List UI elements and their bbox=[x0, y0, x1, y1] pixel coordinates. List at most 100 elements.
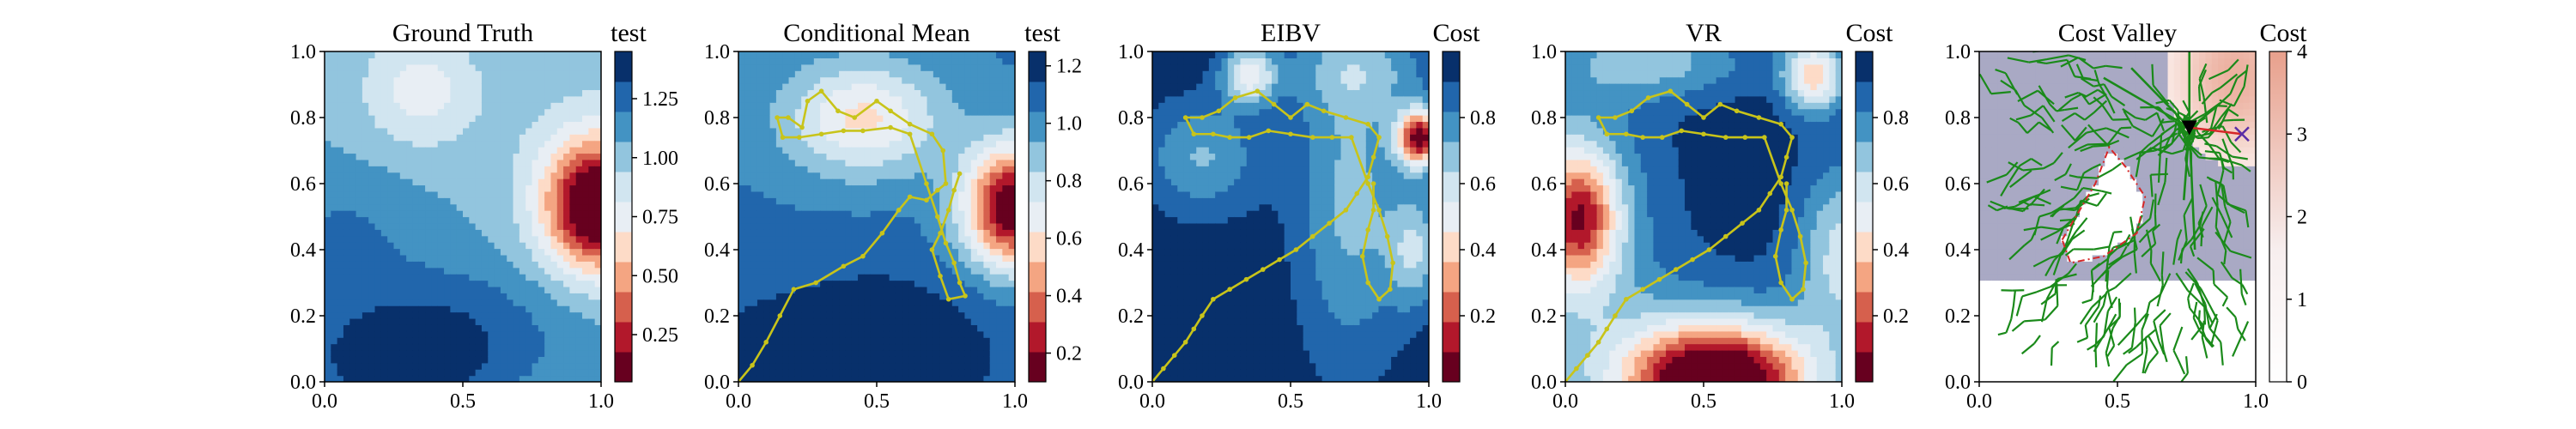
heatmap-cell bbox=[864, 324, 872, 332]
y-tick-label: 0.0 bbox=[290, 372, 316, 394]
heatmap-cell bbox=[845, 330, 853, 338]
heatmap-cell bbox=[794, 76, 802, 84]
heatmap-cell bbox=[368, 121, 376, 129]
heatmap-cell bbox=[813, 70, 821, 78]
heatmap-cell bbox=[775, 140, 783, 148]
heatmap-cell bbox=[914, 343, 921, 351]
heatmap-cell bbox=[951, 178, 959, 186]
heatmap-cell bbox=[845, 76, 853, 84]
heatmap-cell bbox=[513, 267, 520, 275]
heatmap-cell bbox=[983, 248, 991, 256]
heatmap-cell bbox=[355, 369, 363, 377]
heatmap-cell bbox=[883, 229, 890, 237]
heatmap-cell bbox=[877, 95, 884, 103]
heatmap-cell bbox=[951, 190, 959, 198]
heatmap-cell bbox=[513, 95, 520, 103]
heatmap-cell bbox=[475, 311, 483, 319]
path-point bbox=[841, 263, 847, 269]
heatmap-cell bbox=[832, 216, 840, 224]
heatmap-cell bbox=[977, 172, 985, 179]
heatmap-cell bbox=[858, 356, 865, 364]
heatmap-cell bbox=[519, 254, 526, 262]
heatmap-cell bbox=[437, 147, 445, 154]
heatmap-cell bbox=[588, 153, 596, 160]
heatmap-cell bbox=[1002, 280, 1010, 287]
heatmap-cell bbox=[964, 166, 972, 173]
heatmap-cell bbox=[927, 51, 934, 59]
heatmap-cell bbox=[374, 324, 382, 332]
heatmap-cell bbox=[920, 153, 928, 160]
heatmap-cell bbox=[794, 190, 802, 198]
heatmap-cell bbox=[582, 293, 589, 300]
heatmap-cell bbox=[1008, 76, 1015, 84]
heatmap-cell bbox=[813, 324, 821, 332]
heatmap-cell bbox=[406, 280, 414, 287]
heatmap-cell bbox=[902, 210, 909, 218]
heatmap-cell bbox=[532, 261, 539, 269]
heatmap-cell bbox=[794, 140, 802, 148]
heatmap-cell bbox=[927, 286, 934, 293]
heatmap-cell bbox=[526, 235, 533, 243]
heatmap-cell bbox=[826, 83, 834, 91]
heatmap-cell bbox=[387, 134, 395, 142]
heatmap-cell bbox=[738, 343, 745, 351]
heatmap-cell bbox=[1152, 159, 1159, 166]
heatmap-cell bbox=[744, 317, 752, 325]
heatmap-cell bbox=[970, 286, 978, 293]
heatmap-cell bbox=[813, 216, 821, 224]
heatmap-cell bbox=[475, 102, 483, 110]
heatmap-cell bbox=[750, 178, 758, 186]
heatmap-cell bbox=[877, 115, 884, 123]
heatmap-cell bbox=[575, 362, 583, 370]
heatmap-cell bbox=[519, 83, 526, 91]
heatmap-cell bbox=[544, 375, 552, 382]
heatmap-cell bbox=[1158, 317, 1166, 325]
heatmap-cell bbox=[744, 121, 752, 129]
heatmap-cell bbox=[756, 95, 764, 103]
heatmap-cell bbox=[951, 108, 959, 116]
heatmap-cell bbox=[877, 172, 884, 179]
heatmap-cell bbox=[820, 63, 828, 71]
heatmap-cell bbox=[463, 267, 470, 275]
heatmap-cell bbox=[826, 274, 834, 281]
heatmap-cell bbox=[1170, 299, 1178, 306]
heatmap-cell bbox=[813, 330, 821, 338]
heatmap-cell bbox=[469, 248, 477, 256]
heatmap-cell bbox=[399, 356, 407, 364]
heatmap-cell bbox=[889, 311, 896, 319]
heatmap-cell bbox=[556, 184, 564, 192]
heatmap-cell bbox=[801, 216, 809, 224]
heatmap-cell bbox=[756, 235, 764, 243]
heatmap-cell bbox=[769, 197, 777, 205]
heatmap-cell bbox=[380, 102, 388, 110]
heatmap-cell bbox=[908, 242, 915, 250]
heatmap-cell bbox=[939, 134, 947, 142]
heatmap-cell bbox=[569, 57, 577, 65]
heatmap-cell bbox=[450, 216, 458, 224]
heatmap-cell bbox=[769, 83, 777, 91]
heatmap-cell bbox=[832, 369, 840, 377]
heatmap-cell bbox=[1183, 254, 1191, 262]
heatmap-cell bbox=[513, 140, 520, 148]
heatmap-cell bbox=[889, 356, 896, 364]
heatmap-cell bbox=[488, 299, 495, 306]
heatmap-cell bbox=[744, 261, 752, 269]
heatmap-cell bbox=[399, 235, 407, 243]
heatmap-cell bbox=[450, 305, 458, 313]
heatmap-cell bbox=[343, 317, 350, 325]
heatmap-cell bbox=[387, 83, 395, 91]
heatmap-cell bbox=[418, 95, 426, 103]
heatmap-cell bbox=[437, 178, 445, 186]
heatmap-cell bbox=[463, 70, 470, 78]
heatmap-cell bbox=[475, 317, 483, 325]
heatmap-cell bbox=[933, 222, 940, 230]
heatmap-cell bbox=[349, 369, 357, 377]
heatmap-cell bbox=[412, 184, 420, 192]
heatmap-cell bbox=[756, 172, 764, 179]
heatmap-cell bbox=[406, 197, 414, 205]
heatmap-cell bbox=[331, 286, 338, 293]
heatmap-cell bbox=[738, 349, 745, 357]
heatmap-cell bbox=[756, 140, 764, 148]
heatmap-cell bbox=[380, 197, 388, 205]
heatmap-cell bbox=[494, 115, 501, 123]
